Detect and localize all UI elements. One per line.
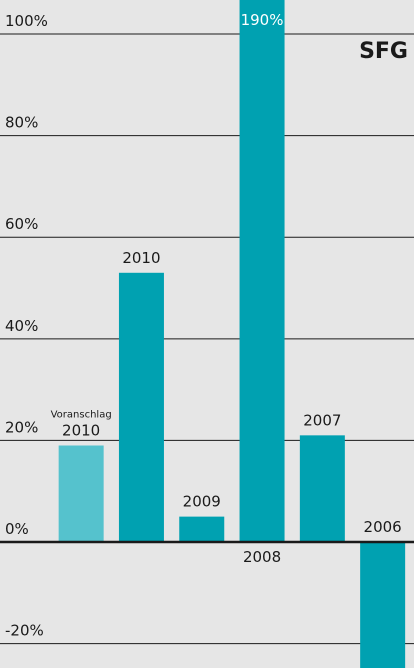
y-tick-label: 40% bbox=[5, 317, 38, 335]
y-tick-label: 60% bbox=[5, 215, 38, 233]
category-label: 2007 bbox=[303, 411, 341, 429]
y-tick-label: 80% bbox=[5, 114, 38, 132]
bar bbox=[58, 445, 104, 543]
y-tick-label: 0% bbox=[5, 520, 29, 538]
value-label: 190% bbox=[241, 11, 284, 29]
category-label: 2010 bbox=[62, 422, 100, 440]
annotation: Voranschlag bbox=[51, 410, 112, 421]
bar bbox=[239, 0, 285, 543]
bar bbox=[118, 272, 164, 543]
category-label: 2010 bbox=[122, 249, 160, 267]
bar bbox=[299, 435, 345, 543]
y-tick-label: 20% bbox=[5, 418, 38, 436]
chart-title: SFG bbox=[359, 39, 408, 64]
y-tick-label: 100% bbox=[5, 12, 48, 30]
category-label: 2008 bbox=[243, 548, 281, 566]
bar bbox=[360, 542, 406, 668]
y-tick-label: -20% bbox=[5, 622, 44, 640]
bars bbox=[58, 0, 406, 668]
category-label: 2006 bbox=[364, 518, 402, 536]
category-label: 2009 bbox=[183, 493, 221, 511]
bar bbox=[179, 516, 225, 543]
